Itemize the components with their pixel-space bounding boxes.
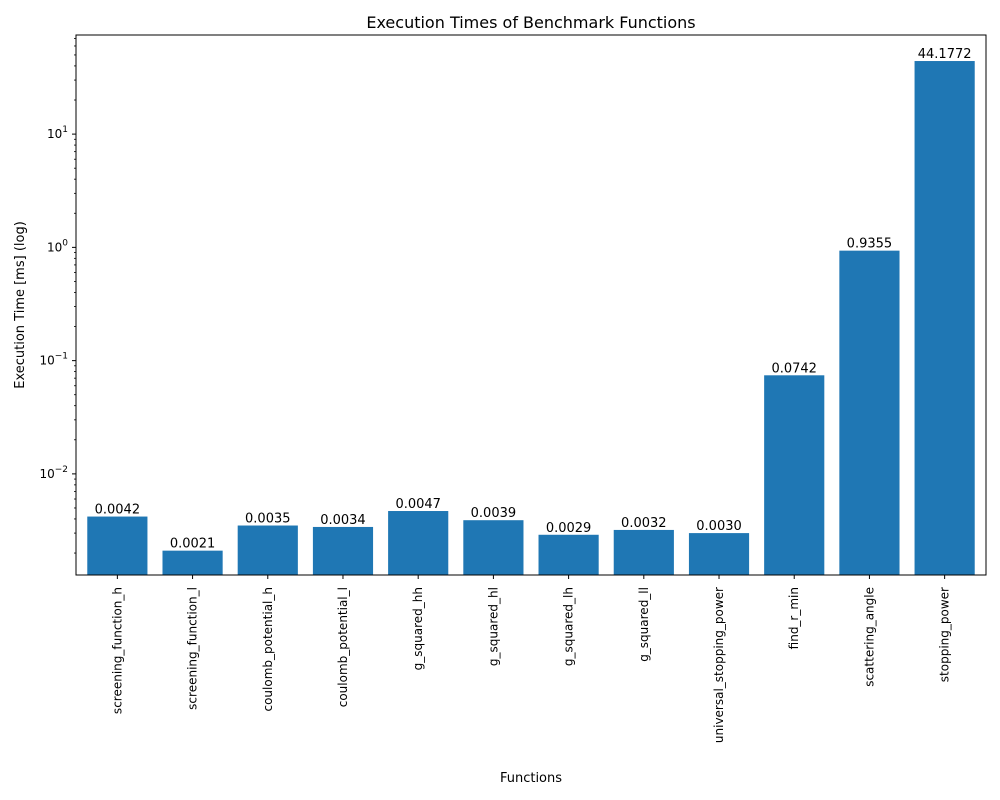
y-tick-label: 100 [47,238,68,254]
x-tick-label-coulomb_potential_l: coulomb_potential_l [336,587,350,707]
data-label-find_r_min: 0.0742 [771,361,817,376]
x-axis: screening_function_h screening_function_l… [110,575,952,743]
bar-stopping_power [914,61,975,575]
x-tick-label-find_r_min: find_r_min [787,587,801,649]
x-tick-label-g_squared_hh: g_squared_hh [411,587,425,670]
x-tick-label-stopping_power: stopping_power [938,587,952,682]
y-tick-label: 10−1 [39,352,68,368]
y-axis: 10−2 10−1 100 101 [39,37,76,554]
data-label-screening_function_l: 0.0021 [170,537,216,552]
x-axis-label: Functions [500,771,562,786]
bars-group [87,61,975,575]
bar-screening_function_l [162,550,223,575]
bar-g_squared_hl [463,520,524,575]
data-label-screening_function_h: 0.0042 [95,503,141,518]
data-label-g_squared_hl: 0.0039 [471,506,517,521]
y-tick-label: 101 [47,125,68,141]
data-label-universal_stopping_power: 0.0030 [696,519,742,534]
data-label-g_squared_lh: 0.0029 [546,521,592,536]
data-label-g_squared_hh: 0.0047 [395,497,441,512]
data-label-coulomb_potential_l: 0.0034 [320,513,366,528]
data-label-coulomb_potential_h: 0.0035 [245,512,291,527]
bar-coulomb_potential_h [237,525,298,575]
x-tick-label-g_squared_hl: g_squared_hl [486,587,500,666]
x-tick-label-screening_function_h: screening_function_h [110,587,124,714]
chart-title: Execution Times of Benchmark Functions [366,13,695,32]
x-tick-label-universal_stopping_power: universal_stopping_power [712,587,726,743]
bar-scattering_angle [839,250,900,575]
bar-coulomb_potential_l [312,526,374,575]
bar-find_r_min [764,375,825,575]
data-label-g_squared_ll: 0.0032 [621,516,667,531]
bar-g_squared_hh [388,511,449,575]
data-label-scattering_angle: 0.9355 [847,237,893,252]
bar-g_squared_lh [538,534,599,575]
plot-area-frame [75,34,987,576]
bar-g_squared_ll [613,529,674,575]
bar-universal_stopping_power [688,533,750,575]
x-tick-label-scattering_angle: scattering_angle [862,587,876,687]
x-tick-label-g_squared_ll: g_squared_ll [637,587,651,662]
y-axis-label: Execution Time [ms] (log) [13,221,28,389]
bar-screening_function_h [87,516,148,575]
y-tick-label: 10−2 [39,465,68,481]
x-tick-label-g_squared_lh: g_squared_lh [562,587,576,666]
data-label-stopping_power: 44.1772 [918,47,972,62]
data-labels-group: 0.0042 0.0021 0.0035 0.0034 0.0047 0.0039 0.00… [95,47,972,552]
x-tick-label-screening_function_l: screening_function_l [186,587,200,710]
x-tick-label-coulomb_potential_h: coulomb_potential_h [261,587,275,712]
